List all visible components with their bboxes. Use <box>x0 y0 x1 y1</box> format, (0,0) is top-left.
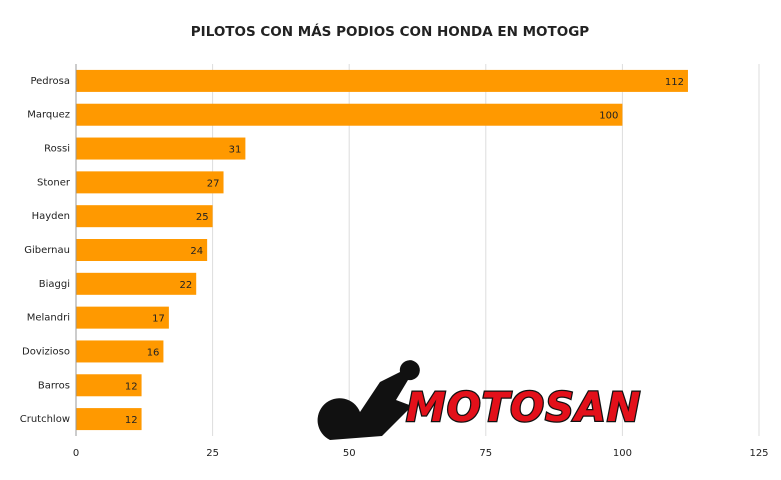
bar <box>76 137 246 160</box>
value-label: 12 <box>125 415 138 426</box>
bar <box>76 69 688 92</box>
y-tick-label: Biaggi <box>39 279 70 290</box>
bar <box>76 408 142 431</box>
value-label: 12 <box>125 381 138 392</box>
bar <box>76 239 208 261</box>
logo-text: MOTOSAN <box>406 385 641 431</box>
chart-title: PILOTOS CON MÁS PODIOS CON HONDA EN MOTO… <box>191 23 590 40</box>
y-tick-label: Dovizioso <box>22 346 70 357</box>
bar <box>76 340 164 363</box>
y-tick-label: Hayden <box>32 211 70 222</box>
bar <box>76 272 197 295</box>
y-tick-label: Stoner <box>37 177 71 188</box>
value-label: 24 <box>190 246 203 257</box>
x-tick-label: 75 <box>479 448 492 459</box>
value-label: 27 <box>207 178 220 189</box>
bar <box>76 374 142 397</box>
bar <box>76 171 224 194</box>
y-tick-label: Pedrosa <box>30 76 70 87</box>
x-tick-label: 100 <box>613 448 632 459</box>
y-tick-label: Marquez <box>27 110 70 121</box>
bar <box>76 306 169 329</box>
value-label: 22 <box>179 280 192 291</box>
logo-rider <box>317 360 420 440</box>
x-tick-label: 125 <box>749 448 768 459</box>
y-tick-label: Rossi <box>44 144 70 155</box>
y-tick-label: Melandri <box>27 313 70 324</box>
x-tick-label: 25 <box>206 448 219 459</box>
y-tick-label: Barros <box>38 380 70 391</box>
x-tick-label: 50 <box>343 448 356 459</box>
x-tick-label: 0 <box>73 448 79 459</box>
value-label: 25 <box>196 212 209 223</box>
bar <box>76 205 213 228</box>
value-label: 112 <box>665 77 684 88</box>
value-label: 100 <box>599 111 618 122</box>
value-label: 31 <box>229 145 242 156</box>
y-tick-label: Gibernau <box>24 245 70 256</box>
y-tick-label: Crutchlow <box>20 414 70 425</box>
value-label: 17 <box>152 314 165 325</box>
logo <box>317 360 420 440</box>
value-label: 16 <box>147 347 160 358</box>
bar <box>76 103 623 126</box>
